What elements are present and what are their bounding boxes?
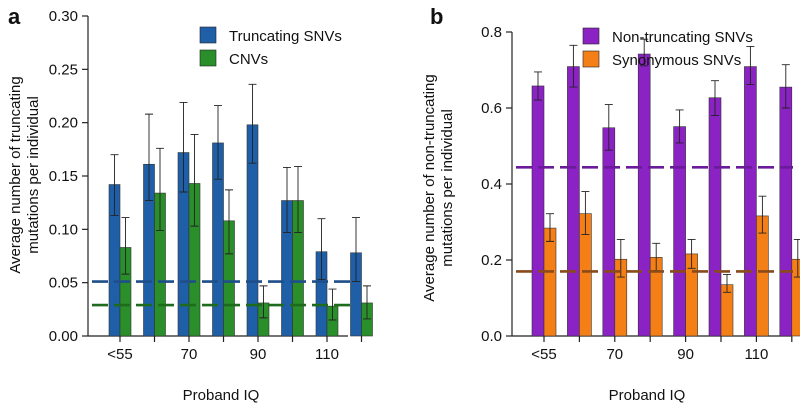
panel-b-bar-non-truncating-snvs-2 [602,127,616,337]
panel-b-error-bar-synonymous-snvs-2 [616,239,625,278]
panel-b-error-bar-non-truncating-snvs-7 [781,64,790,109]
panel-b-x-tick-label: 110 [744,346,768,363]
panel-a-error-bar-truncating-snvs-3 [214,105,222,180]
panel-b-bar-non-truncating-snvs-1 [567,66,580,337]
panel-b-y-axis-title-line-1: Average number of non-truncating [421,74,438,301]
panel-b-bar-non-truncating-snvs-6 [744,66,757,337]
panel-b-y-tick-label: 0.6 [481,100,502,117]
panel-a-error-bar-truncating-snvs-5 [283,167,291,233]
legend-swatch-truncating-snvs [199,26,217,44]
panel-b-error-bar-synonymous-snvs-4 [687,239,696,269]
panel-b-error-bar-synonymous-snvs-5 [723,273,731,293]
panel-a-error-bar-cnvs-6 [328,288,337,321]
panel-b-x-tick-label: <55 [531,346,556,363]
panel-b-y-tick-label: 0.4 [481,176,502,193]
panel-a-error-bar-truncating-snvs-2 [179,101,188,193]
panel-a-x-tick-label: 110 [315,346,339,363]
legend-label-synonymous-snvs: Synonymous SNVs [612,52,741,69]
panel-a-error-bar-cnvs-0 [121,217,130,275]
panel-b-plot-area: 0.0 0.2 0.4 0.6 0.8 <55 70 90 110 [481,24,800,363]
panel-b-y-tick-label: 0.2 [481,252,502,269]
panel-a-error-bar-cnvs-2 [190,133,199,227]
panel-a-y-tick-label: 0.30 [49,8,78,25]
panel-a-y-tick-label: 0.00 [49,328,78,345]
panel-a-x-tick-label: 90 [250,346,267,363]
panel-a: a Proband IQ Average number of truncatin… [7,4,373,404]
panel-b-error-bar-non-truncating-snvs-6 [746,45,755,85]
panel-a-x-tick-label: <55 [107,346,132,363]
panel-a-x-tick-label: 70 [181,346,198,363]
panel-b-y-tick-label: 0.0 [481,328,502,345]
panel-b-bar-non-truncating-snvs-7 [779,86,793,337]
legend-swatch-cnvs [199,49,217,67]
panel-a-y-axis-title-line-1: Average number of truncating [7,76,24,273]
panel-b-bar-non-truncating-snvs-3 [637,53,651,337]
panel-b-error-bar-synonymous-snvs-0 [546,213,554,242]
panel-b-bar-synonymous-snvs-6 [756,215,769,337]
panel-b-x-tick-label: 70 [606,346,623,363]
panel-a-error-bar-truncating-snvs-4 [248,83,257,164]
panel-b-x-axis-title: Proband IQ [609,387,686,404]
panel-a-y-tick-label: 0.05 [49,275,78,292]
panel-a-y-tick-label: 0.25 [49,61,78,78]
panel-b-error-bar-non-truncating-snvs-3 [640,38,649,67]
panel-b-label: b [430,4,443,29]
legend-swatch-non-truncating-snvs [582,27,600,45]
panel-b-bar-synonymous-snvs-7 [791,258,800,337]
panel-a-error-bar-cnvs-7 [363,285,371,320]
panel-b-bar-non-truncating-snvs-5 [708,97,722,337]
panel-b-error-bar-synonymous-snvs-7 [793,239,800,278]
panel-b-y-axis-title-line-2: mutations per individual [439,109,456,267]
panel-a-error-bar-truncating-snvs-1 [145,113,153,201]
panel-a-error-bar-cnvs-3 [225,189,233,255]
panel-b-bar-synonymous-snvs-0 [543,227,557,337]
panel-b-legend: Non-truncating SNVs Synonymous SNVs [582,27,753,69]
panel-a-error-bar-truncating-snvs-6 [317,218,326,280]
panel-a-error-bar-truncating-snvs-7 [352,217,360,283]
panel-a-y-tick-label: 0.10 [49,221,78,238]
panel-a-y-axis-title-line-2: mutations per individual [25,96,42,254]
panel-a-y-tick-label: 0.15 [49,168,78,185]
panel-b-error-bar-synonymous-snvs-6 [758,195,767,234]
panel-b-error-bar-non-truncating-snvs-0 [534,71,542,101]
panel-a-plot-area: 0.00 0.05 0.10 0.15 0.20 0.25 0.30 <55 70 90 110 [49,8,373,363]
panel-a-error-bar-cnvs-4 [259,285,268,319]
panel-b-x-tick-label: 90 [677,346,694,363]
panel-a-legend: Truncating SNVs CNVs [199,26,342,68]
panel-a-error-bar-cnvs-5 [294,165,302,233]
panel-a-label: a [8,4,21,29]
legend-label-cnvs: CNVs [229,51,268,68]
panel-b-error-bar-non-truncating-snvs-1 [569,44,578,88]
panel-b: b Proband IQ Average number of non-trunc… [421,4,800,404]
panel-a-x-axis-title: Proband IQ [183,387,260,404]
panel-b-bar-non-truncating-snvs-0 [531,85,545,337]
panel-b-y-tick-label: 0.8 [481,24,502,41]
legend-label-truncating-snvs: Truncating SNVs [229,28,342,45]
panel-b-error-bar-non-truncating-snvs-4 [675,109,684,144]
panel-b-error-bar-non-truncating-snvs-5 [711,80,719,117]
panel-b-error-bar-synonymous-snvs-1 [581,191,590,235]
legend-label-non-truncating-snvs: Non-truncating SNVs [612,29,753,46]
legend-swatch-synonymous-snvs [582,50,600,68]
panel-b-error-bar-non-truncating-snvs-2 [604,104,613,151]
panel-a-y-tick-label: 0.20 [49,115,78,132]
panel-b-bar-non-truncating-snvs-4 [673,126,686,337]
panel-a-error-bar-cnvs-1 [156,147,164,231]
panel-a-error-bar-truncating-snvs-0 [110,154,119,216]
